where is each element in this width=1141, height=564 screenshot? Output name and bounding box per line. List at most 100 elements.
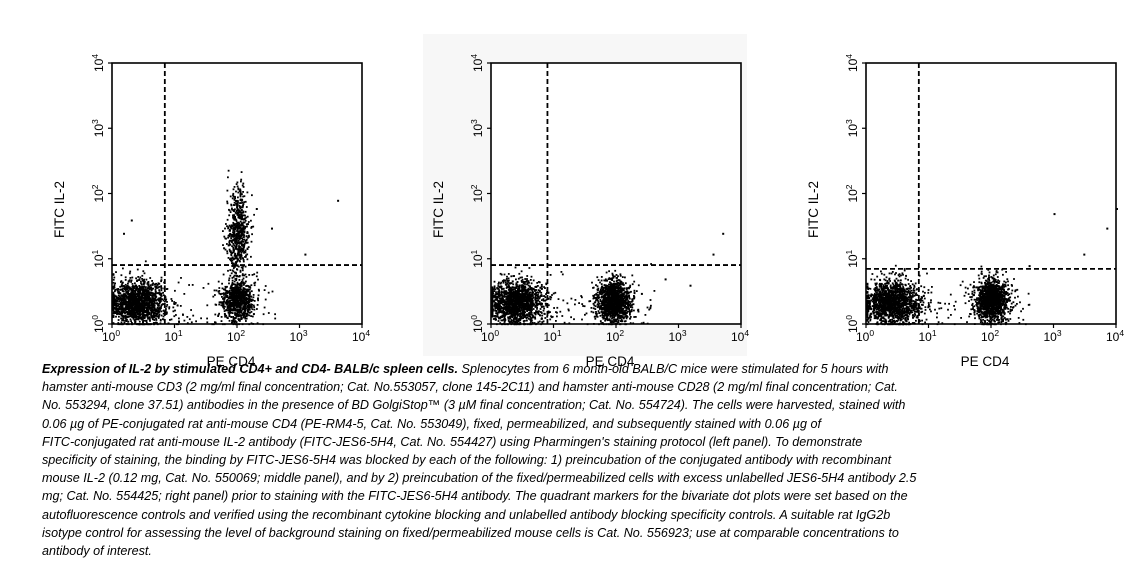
data-point <box>510 301 512 303</box>
data-point <box>524 285 526 288</box>
data-point <box>130 294 133 297</box>
data-point <box>508 282 511 284</box>
data-point <box>237 309 240 312</box>
data-point <box>160 314 163 317</box>
data-point <box>121 304 124 307</box>
x-tick-label: 103 <box>289 328 307 344</box>
outlier-point <box>255 208 258 210</box>
data-point <box>534 286 537 288</box>
data-point <box>499 282 502 285</box>
data-point <box>176 304 179 307</box>
data-point <box>140 298 143 301</box>
data-point <box>248 298 251 300</box>
data-point <box>236 258 239 261</box>
data-point <box>116 302 119 305</box>
data-point <box>235 287 238 289</box>
data-point <box>243 306 246 309</box>
data-point <box>127 302 130 305</box>
data-point <box>159 301 161 303</box>
data-point <box>233 227 235 230</box>
data-point <box>524 311 526 314</box>
data-point <box>138 304 141 307</box>
data-point <box>236 213 239 215</box>
data-point <box>498 303 501 305</box>
data-point <box>247 236 249 239</box>
data-point <box>234 247 237 250</box>
data-point <box>241 267 244 270</box>
data-point <box>139 309 142 311</box>
data-point <box>250 311 253 313</box>
data-point <box>130 313 133 315</box>
data-point <box>243 225 245 228</box>
data-point <box>153 293 156 296</box>
data-point <box>494 315 497 317</box>
data-point <box>149 287 152 290</box>
data-point <box>118 323 121 326</box>
data-point <box>239 236 241 239</box>
data-point <box>135 293 137 296</box>
data-point <box>120 285 123 288</box>
data-point <box>525 316 528 319</box>
data-point <box>518 303 520 306</box>
data-point <box>244 265 247 268</box>
data-point <box>131 310 134 313</box>
data-point <box>500 298 503 300</box>
data-point <box>549 298 552 301</box>
data-point <box>228 313 231 316</box>
data-point <box>145 310 148 313</box>
data-point <box>232 270 235 273</box>
data-point <box>521 288 523 291</box>
data-point <box>237 265 240 268</box>
data-point <box>162 303 164 305</box>
data-point <box>148 308 151 310</box>
x-tick-label: 101 <box>164 328 182 344</box>
data-point <box>495 304 498 307</box>
data-point <box>170 318 173 321</box>
data-point <box>520 285 523 287</box>
data-point <box>503 293 506 296</box>
data-point <box>232 276 235 278</box>
data-point <box>129 312 132 315</box>
data-point <box>122 319 125 322</box>
data-point <box>236 254 238 257</box>
data-point <box>214 294 216 296</box>
data-point <box>244 311 246 313</box>
data-point <box>122 295 125 297</box>
data-point <box>253 273 256 276</box>
data-point <box>536 311 539 313</box>
data-point <box>125 304 128 306</box>
data-point <box>619 273 622 276</box>
data-point <box>140 306 143 308</box>
data-point <box>509 312 512 315</box>
data-point <box>241 214 244 217</box>
data-point <box>138 315 140 318</box>
data-point <box>526 316 529 318</box>
data-point <box>250 284 253 287</box>
data-point <box>267 312 270 314</box>
data-point <box>517 311 519 314</box>
data-point <box>506 323 509 326</box>
data-point <box>519 322 522 324</box>
data-point <box>534 290 536 292</box>
data-point <box>112 301 115 303</box>
y-tick-label: 103 <box>90 119 106 137</box>
data-point <box>242 288 245 290</box>
data-point <box>239 195 242 198</box>
data-point <box>147 283 150 286</box>
data-point <box>130 315 132 318</box>
x-tick-base: 10 <box>227 330 241 344</box>
data-point <box>133 316 135 319</box>
data-point <box>218 312 220 315</box>
data-point <box>136 297 139 300</box>
data-point <box>117 319 120 321</box>
data-point <box>222 244 224 246</box>
data-point <box>501 296 504 299</box>
data-point <box>116 307 119 310</box>
data-point <box>497 320 500 322</box>
data-point <box>242 298 245 300</box>
data-point <box>128 310 131 313</box>
data-point <box>228 242 231 245</box>
data-point <box>547 310 550 313</box>
data-point <box>206 321 209 324</box>
data-point <box>131 314 134 316</box>
